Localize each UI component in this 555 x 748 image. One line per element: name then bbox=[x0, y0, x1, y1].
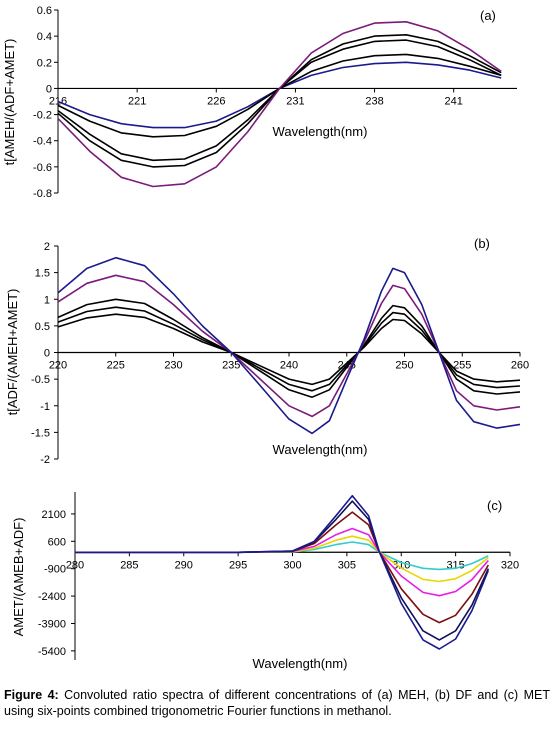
chart-b-x-tick-label: 225 bbox=[107, 360, 125, 372]
chart-a-y-tick-label: -0.2 bbox=[33, 110, 52, 122]
chart-a-y-tick-label: -0.6 bbox=[33, 162, 52, 174]
chart-b-y-tick-label: -1 bbox=[40, 401, 50, 413]
chart-a-x-axis-label: Wavelength(nm) bbox=[273, 124, 368, 139]
chart-a-series-line bbox=[57, 33, 502, 168]
chart-c-y-tick-label: -2400 bbox=[38, 591, 66, 603]
chart-c-panel-label: (c) bbox=[487, 498, 502, 513]
chart-b-x-tick-label: 230 bbox=[164, 360, 182, 372]
chart-a-y-tick-label: -0.8 bbox=[33, 188, 52, 200]
chart-a-y-tick-label: 0 bbox=[46, 83, 52, 95]
chart-b-series-line bbox=[57, 274, 521, 418]
chart-c-y-axis-label: AMET/(AMEB+ADF) bbox=[11, 518, 26, 637]
chart-c-x-tick-label: 295 bbox=[229, 559, 247, 571]
chart-c-y-tick-label: -5400 bbox=[38, 646, 66, 658]
chart-a-x-tick-label: 221 bbox=[128, 95, 146, 107]
chart-a-x-tick-label: 241 bbox=[445, 95, 463, 107]
chart-a-x-tick-label: 231 bbox=[286, 95, 304, 107]
chart-a-series-line bbox=[57, 61, 502, 129]
chart-b-y-tick-label: -2 bbox=[40, 454, 50, 466]
chart-c-y-tick-label: 600 bbox=[48, 536, 66, 548]
chart-b-x-tick-label: 220 bbox=[49, 360, 67, 372]
chart-b-x-tick-label: 240 bbox=[280, 360, 298, 372]
chart-a-x-tick-label: 226 bbox=[207, 95, 225, 107]
chart-b-series-line bbox=[57, 306, 521, 392]
chart-b-y-tick-label: 1.5 bbox=[35, 268, 50, 280]
chart-c-y-tick-label: -3900 bbox=[38, 618, 66, 630]
chart-b-y-tick-label: 0 bbox=[44, 348, 50, 360]
chart-a-y-tick-label: 0.6 bbox=[37, 5, 52, 17]
chart-c-y-tick-label: -900 bbox=[44, 564, 66, 576]
chart-b-x-tick-label: 260 bbox=[511, 360, 529, 372]
chart-c-y-tick-label: 2100 bbox=[42, 509, 66, 521]
figure-caption: Figure 4: Convoluted ratio spectra of di… bbox=[4, 687, 550, 719]
chart-c-x-tick-label: 310 bbox=[392, 559, 410, 571]
chart-a-y-tick-label: 0.2 bbox=[37, 57, 52, 69]
chart-b-x-tick-label: 235 bbox=[222, 360, 240, 372]
chart-b-x-tick-label: 255 bbox=[453, 360, 471, 372]
chart-a-x-tick-label: 238 bbox=[365, 95, 383, 107]
chart-b-x-tick-label: 250 bbox=[395, 360, 413, 372]
chart-b-y-tick-label: 2 bbox=[44, 241, 50, 253]
chart-a-y-axis-label: t[AMEH/(ADF+AMET) bbox=[2, 39, 17, 166]
chart-a-series-line bbox=[57, 20, 502, 188]
chart-b-y-axis-label: t[ADF/(AMEH+AMET) bbox=[5, 289, 20, 416]
chart-b-y-tick-label: -1.5 bbox=[31, 427, 50, 439]
chart-b-y-tick-label: 1 bbox=[44, 294, 50, 306]
figure-caption-text: Convoluted ratio spectra of different co… bbox=[4, 688, 550, 718]
chart-c-x-tick-label: 320 bbox=[501, 559, 519, 571]
chart-c-x-tick-label: 290 bbox=[175, 559, 193, 571]
figure-caption-label: Figure 4: bbox=[4, 688, 59, 702]
chart-a-panel-label: (a) bbox=[480, 8, 496, 23]
chart-c-series-line bbox=[75, 494, 490, 650]
chart-c-x-axis-label: Wavelength(nm) bbox=[253, 656, 348, 671]
chart-c-x-tick-label: 285 bbox=[120, 559, 138, 571]
chart-a-x-tick-label: 216 bbox=[49, 95, 67, 107]
chart-b-series-line bbox=[57, 313, 521, 386]
chart-b-series-line bbox=[57, 256, 521, 435]
chart-c-x-tick-label: 300 bbox=[283, 559, 301, 571]
chart-c-x-tick-label: 280 bbox=[66, 559, 84, 571]
chart-b-y-tick-label: 0.5 bbox=[35, 321, 50, 333]
chart-b-panel-label: (b) bbox=[474, 236, 490, 251]
chart-a-y-tick-label: 0.4 bbox=[37, 31, 52, 43]
chart-b-x-axis-label: Wavelength(nm) bbox=[273, 442, 368, 457]
chart-c-x-tick-label: 305 bbox=[338, 559, 356, 571]
chart-b-series-line bbox=[57, 298, 521, 399]
chart-b-y-tick-label: -0.5 bbox=[31, 374, 50, 386]
chart-a-y-tick-label: -0.4 bbox=[33, 136, 52, 148]
